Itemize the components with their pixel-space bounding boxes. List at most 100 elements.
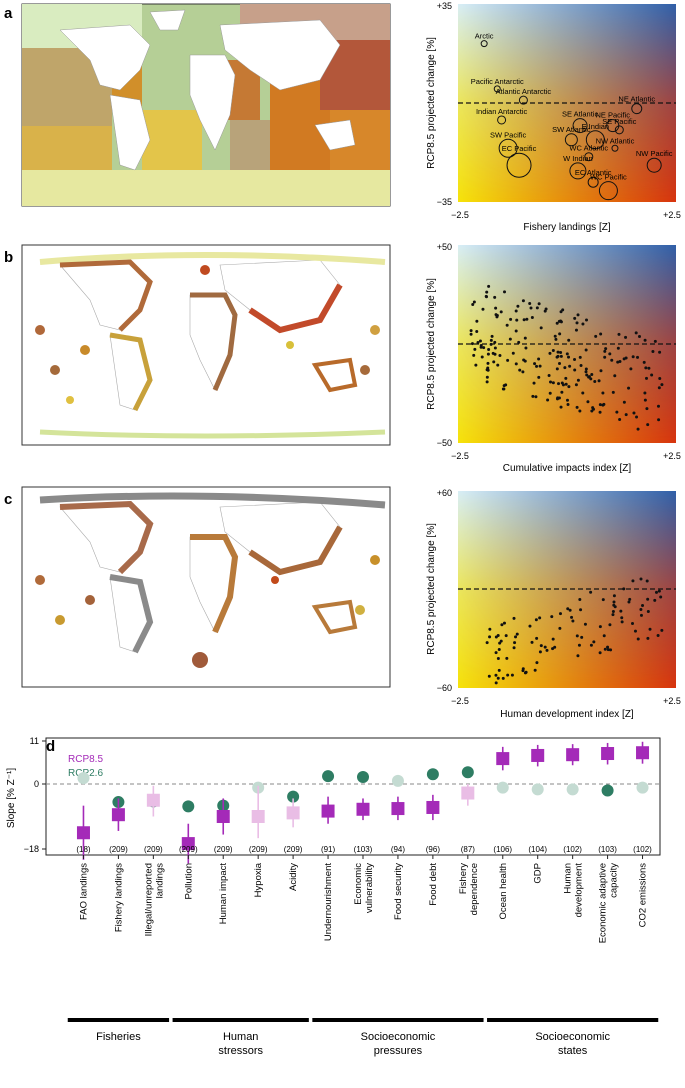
- ylabel-c: RCP8.5 projected change [%]: [426, 523, 437, 655]
- point: [471, 303, 475, 307]
- point: [631, 621, 635, 625]
- point: [498, 353, 502, 357]
- point: [503, 290, 507, 294]
- point: [559, 354, 563, 358]
- point: [516, 304, 520, 308]
- point: [470, 342, 474, 346]
- point: [469, 329, 473, 333]
- xlabel-a: Fishery landings [Z]: [523, 222, 610, 233]
- point: [543, 645, 547, 649]
- point: [641, 604, 645, 608]
- rcp85-point: [601, 747, 615, 761]
- point-label: Pacific Antarctic: [471, 77, 524, 86]
- point: [549, 380, 553, 384]
- point: [480, 355, 484, 359]
- point: [565, 352, 569, 356]
- point: [589, 590, 593, 594]
- point: [624, 413, 628, 417]
- point: [561, 308, 565, 312]
- point: [494, 635, 498, 639]
- point: [481, 307, 485, 311]
- point: [565, 398, 569, 402]
- rcp26-point: [287, 790, 300, 803]
- point: [537, 357, 541, 361]
- point: [489, 338, 493, 342]
- point: [616, 360, 620, 364]
- ytick-label: 0: [34, 779, 39, 789]
- point: [646, 423, 650, 427]
- point: [537, 375, 541, 379]
- point: [573, 358, 577, 362]
- point: [603, 355, 607, 359]
- point-label: SE Atlantic: [562, 110, 599, 119]
- point: [637, 335, 641, 339]
- point: [636, 355, 640, 359]
- point-sw-pacific: [498, 138, 518, 158]
- rcp26-point: [77, 772, 90, 785]
- point: [622, 357, 626, 361]
- point: [620, 620, 624, 624]
- point: [553, 334, 557, 338]
- rcp85-point: [181, 837, 195, 851]
- point: [567, 355, 571, 359]
- point: [521, 299, 525, 303]
- point: [502, 387, 506, 391]
- point: [473, 347, 477, 351]
- ybottom-a: −35: [437, 197, 452, 207]
- point-label: EC Atlantic: [575, 168, 612, 177]
- point: [558, 626, 562, 630]
- point: [645, 376, 649, 380]
- group-label: Fisheries: [96, 1031, 141, 1043]
- point-label: WC Pacific: [590, 173, 627, 182]
- point: [559, 351, 563, 355]
- panel-label-d: d: [46, 738, 55, 755]
- point: [593, 379, 597, 383]
- point: [639, 577, 643, 581]
- point: [608, 352, 612, 356]
- point: [554, 337, 558, 341]
- point: [485, 641, 489, 645]
- point: [499, 310, 503, 314]
- point: [560, 390, 564, 394]
- point: [612, 594, 616, 598]
- point: [602, 634, 606, 638]
- map-b: [21, 244, 391, 446]
- point: [648, 627, 652, 631]
- point: [538, 364, 542, 368]
- point-label: Indian Antarctic: [476, 107, 528, 116]
- rcp85-point: [251, 810, 265, 823]
- point: [514, 309, 518, 313]
- point: [555, 367, 559, 371]
- point-arctic: [480, 40, 488, 48]
- sample-size: (209): [284, 845, 303, 854]
- point: [497, 647, 501, 651]
- point: [601, 598, 605, 602]
- point: [502, 384, 506, 388]
- point: [579, 608, 583, 612]
- point: [646, 597, 650, 601]
- rcp85-point: [531, 748, 545, 762]
- point: [510, 673, 514, 677]
- point: [522, 318, 526, 322]
- point: [548, 351, 552, 355]
- point: [525, 317, 529, 321]
- sample-size: (94): [391, 845, 406, 854]
- point: [645, 407, 649, 411]
- point: [508, 337, 512, 341]
- point: [486, 352, 490, 356]
- sample-size: (104): [528, 845, 547, 854]
- point: [591, 406, 595, 410]
- point: [570, 615, 574, 619]
- point: [495, 315, 499, 319]
- point: [558, 361, 562, 365]
- point-pacific-antarctic: [493, 85, 501, 93]
- point: [485, 290, 489, 294]
- point-wc-pacific: [598, 181, 618, 201]
- point: [472, 300, 476, 304]
- slope-ylabel: Slope [% Z⁻¹]: [6, 768, 17, 829]
- point: [546, 398, 550, 402]
- point: [573, 316, 577, 320]
- point: [587, 375, 591, 379]
- point: [628, 597, 632, 601]
